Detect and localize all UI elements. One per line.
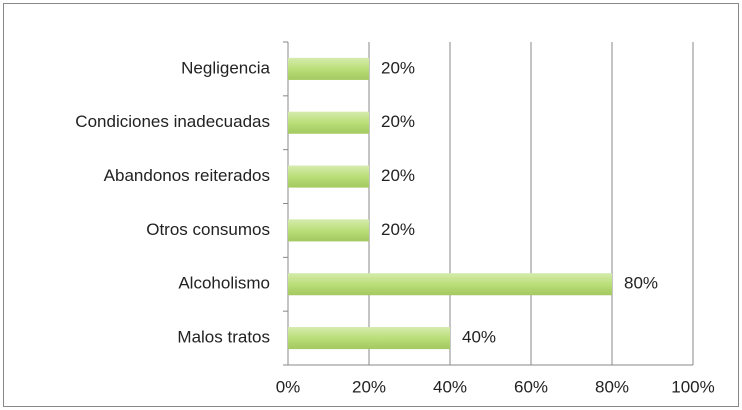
bar-shine	[288, 219, 369, 242]
bar-shine	[288, 273, 612, 296]
y-tick-label: Alcoholismo	[178, 274, 270, 293]
bar-shine	[288, 57, 369, 80]
x-tick-label: 20%	[352, 377, 386, 396]
value-label: 20%	[381, 220, 415, 239]
y-tick-label: Malos tratos	[177, 328, 270, 347]
x-tick-label: 40%	[433, 377, 467, 396]
bar-shine	[288, 327, 450, 350]
y-tick-label: Otros consumos	[146, 220, 270, 239]
value-label: 80%	[624, 274, 658, 293]
x-tick-label: 80%	[595, 377, 629, 396]
value-label: 20%	[381, 166, 415, 185]
bar-shine	[288, 165, 369, 188]
bar-shine	[288, 111, 369, 134]
y-tick-label: Condiciones inadecuadas	[75, 112, 270, 131]
x-tick-label: 100%	[671, 377, 714, 396]
value-label: 20%	[381, 112, 415, 131]
value-label: 40%	[462, 328, 496, 347]
x-tick-label: 0%	[276, 377, 301, 396]
y-tick-label: Negligencia	[181, 58, 270, 77]
x-tick-label: 60%	[514, 377, 548, 396]
y-tick-label: Abandonos reiterados	[104, 166, 270, 185]
value-label: 20%	[381, 58, 415, 77]
